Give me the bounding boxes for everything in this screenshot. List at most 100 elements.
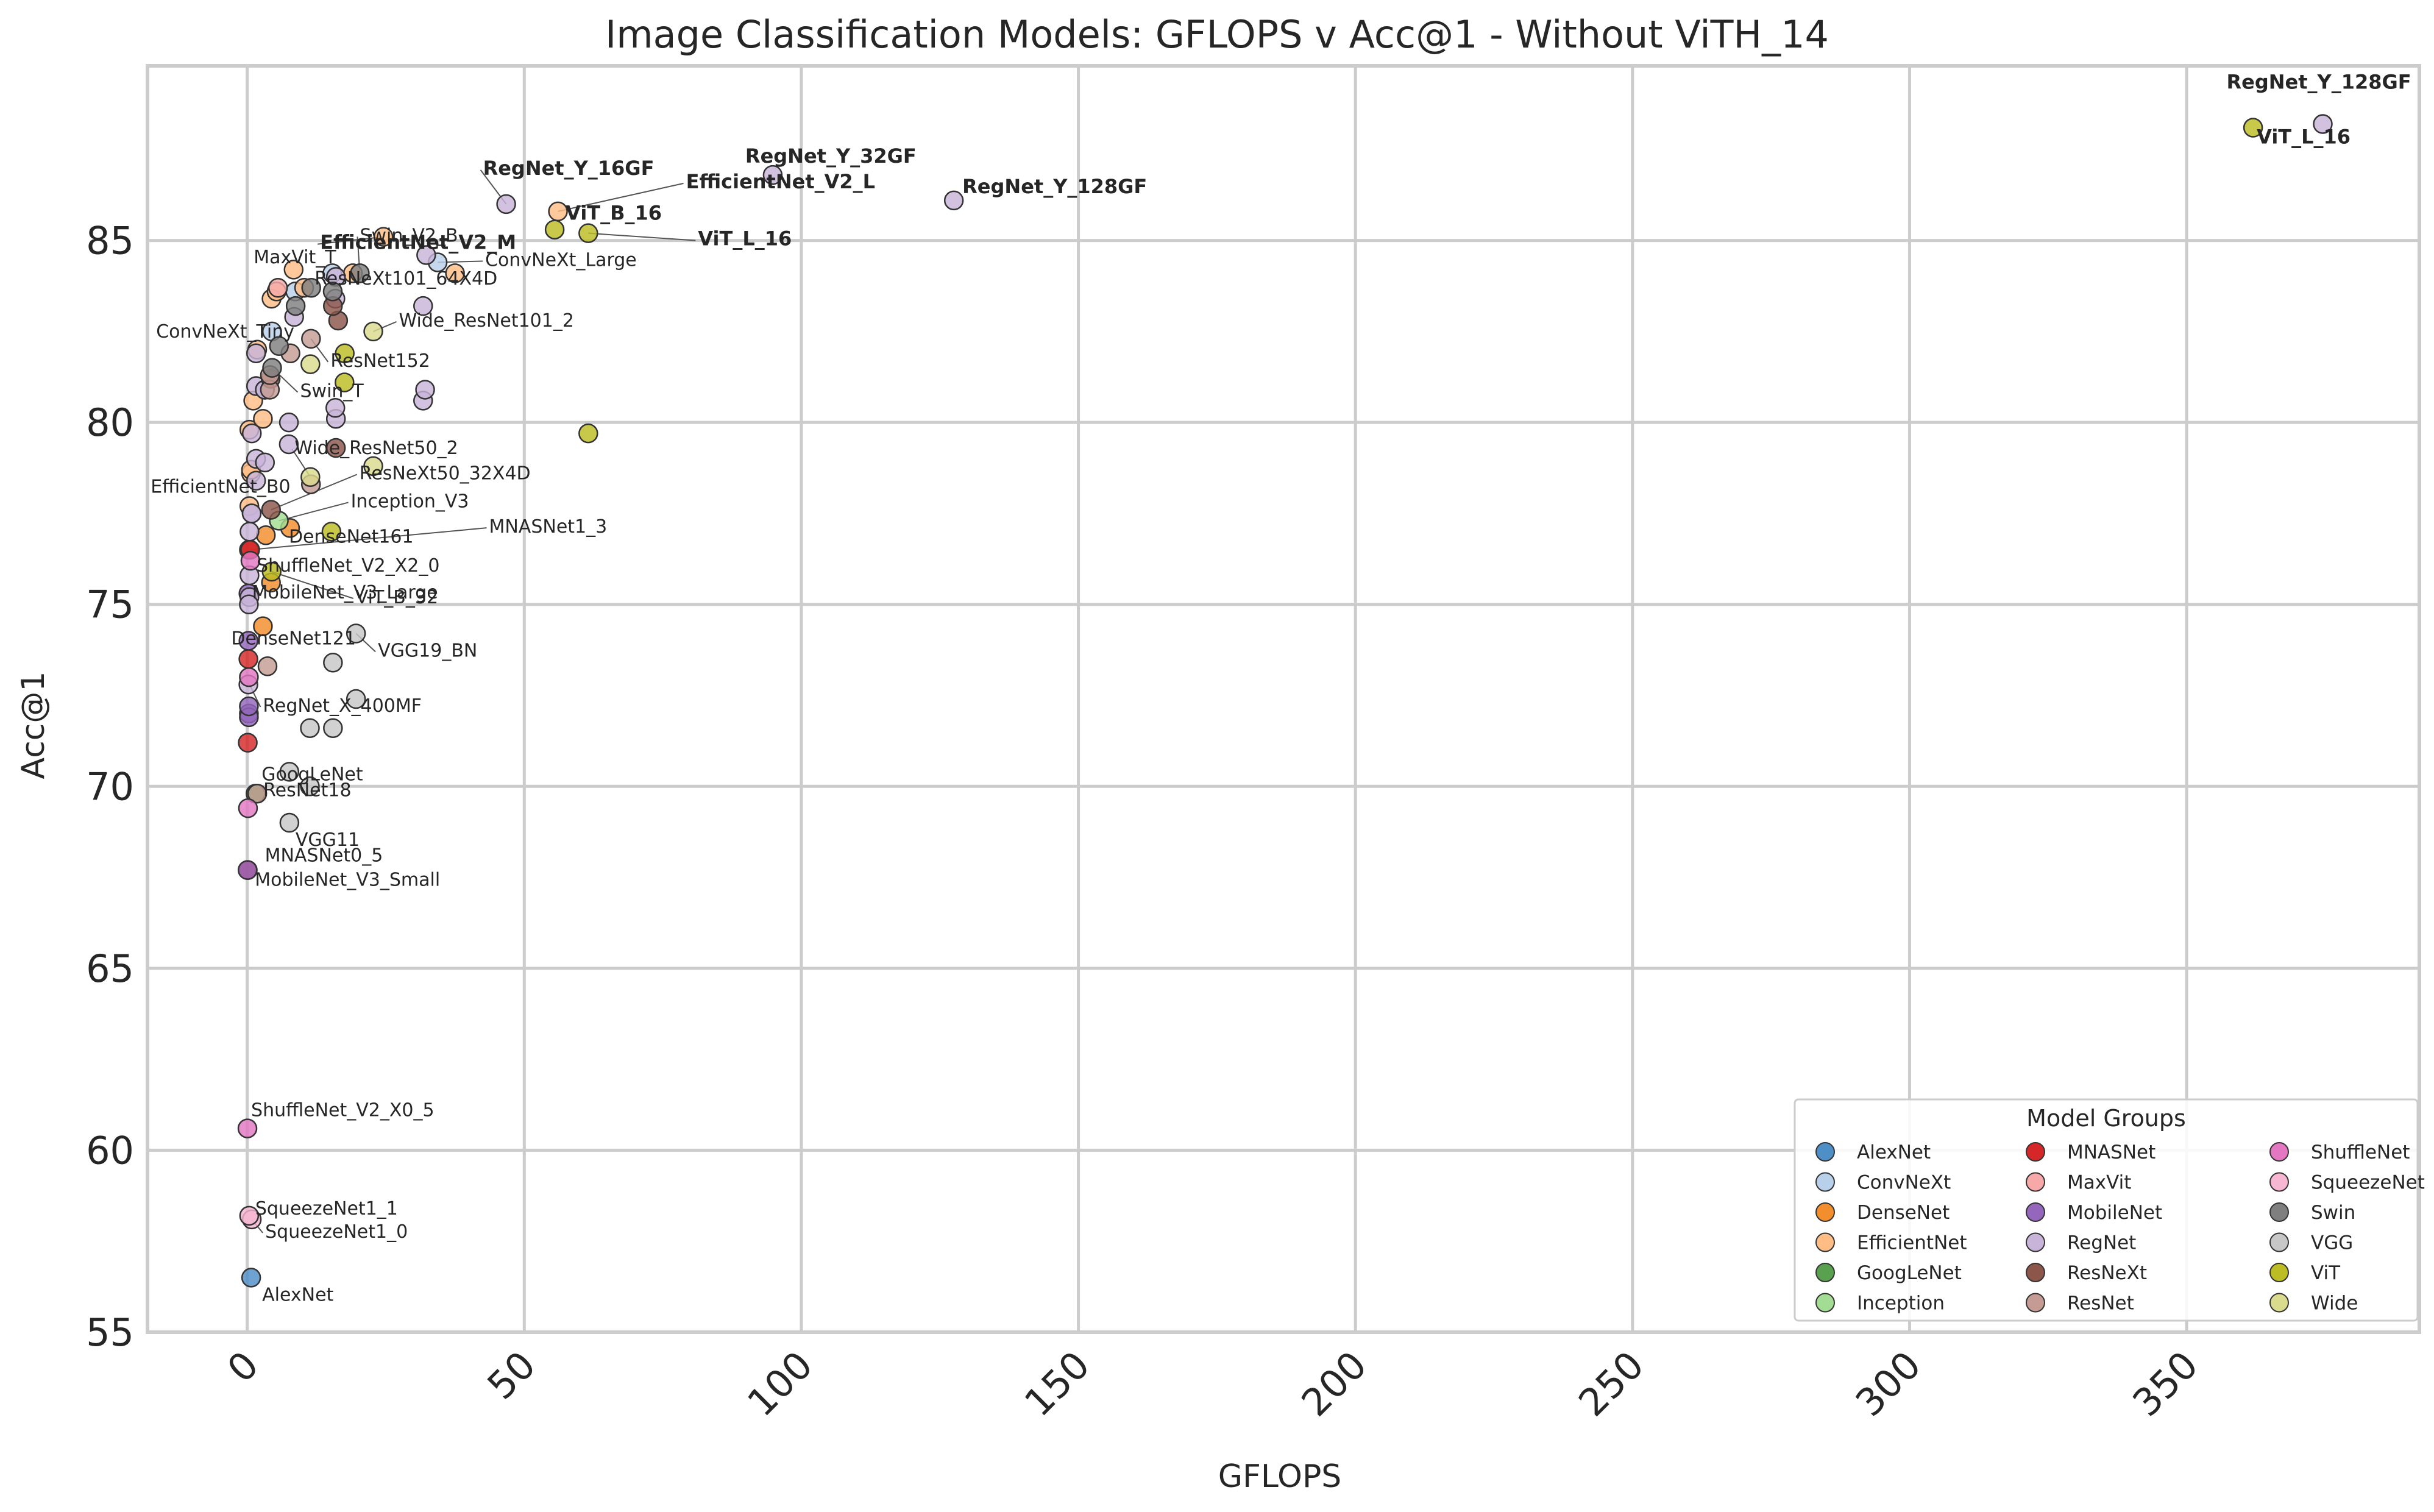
legend-marker-inception — [1815, 1293, 1835, 1313]
point-label: Swin_T — [300, 381, 364, 402]
data-point-regnet — [239, 522, 260, 542]
data-point-mnasnet — [238, 733, 258, 753]
legend-label-swin: Swin — [2311, 1202, 2355, 1224]
legend-marker-efficientnet — [1815, 1232, 1835, 1252]
point-label: RegNet_Y_128GF — [2227, 71, 2411, 94]
data-point-regnet — [246, 343, 266, 363]
legend-label-densenet: DenseNet — [1857, 1202, 1950, 1224]
data-point-vgg — [323, 653, 343, 673]
data-point-vgg — [279, 812, 300, 833]
data-point-wide — [300, 467, 321, 488]
plot-frame — [146, 64, 2421, 1334]
data-point-regnet — [762, 165, 783, 185]
data-point-mobilenet — [237, 860, 258, 880]
legend-label-vit: ViT — [2311, 1262, 2341, 1284]
data-point-wide — [300, 354, 321, 374]
point-label: RegNet_Y_128GF — [962, 175, 1147, 198]
legend: Model Groups AlexNet ConvNeXt DenseNet Effi… — [1794, 1098, 2425, 1322]
legend-label-googlenet: GoogLeNet — [1857, 1262, 1962, 1284]
data-point-regnet — [416, 245, 436, 265]
data-point-regnet — [255, 452, 275, 473]
data-point-vgg — [323, 718, 343, 739]
x-axis-label: GFLOPS — [1218, 1458, 1342, 1495]
data-point-vit — [2243, 118, 2263, 138]
point-label: Wide_ResNet50_2 — [294, 438, 458, 459]
data-point-regnet — [2313, 114, 2333, 134]
data-point-vit — [261, 561, 282, 582]
y-tick-label: 80 — [86, 400, 134, 445]
legend-title: Model Groups — [2026, 1105, 2186, 1132]
data-point-regnet — [279, 412, 299, 433]
point-label: EfficientNet_V2_M — [320, 231, 516, 254]
data-point-efficientnet — [283, 260, 304, 280]
data-point-resnext — [261, 500, 282, 520]
data-point-swin — [322, 281, 343, 302]
data-point-swin — [350, 263, 370, 283]
data-point-vit — [321, 522, 342, 542]
point-label: MobileNet_V3_Large — [252, 582, 438, 603]
legend-label-maxvit: MaxVit — [2067, 1172, 2131, 1194]
chart-title: Image Classification Models: GFLOPS v Ac… — [605, 12, 1829, 57]
legend-marker-resnext — [2026, 1263, 2045, 1282]
legend-label-efficientnet: EfficientNet — [1857, 1232, 1967, 1254]
point-label: ViT_L_16 — [698, 227, 792, 250]
point-label: MobileNet_V3_Small — [255, 870, 440, 891]
point-label: ViT_L_16 — [2257, 126, 2351, 149]
point-label: ShuffleNet_V2_X2_0 — [257, 555, 440, 577]
data-points — [237, 114, 2333, 1288]
legend-marker-alexnet — [1815, 1142, 1835, 1162]
legend-label-shufflenet: ShuffleNet — [2311, 1141, 2410, 1163]
data-point-swin — [301, 277, 321, 298]
point-label: Wide_ResNet101_2 — [399, 310, 574, 332]
point-label: VGG11 — [296, 829, 360, 851]
point-label: MNASNet1_3 — [489, 516, 607, 538]
legend-items: AlexNet ConvNeXt DenseNet EfficientNet GoogL… — [1815, 1141, 2425, 1315]
legend-label-mobilenet: MobileNet — [2067, 1202, 2162, 1224]
data-point-efficientnet — [445, 263, 465, 283]
data-point-wide — [363, 456, 383, 477]
point-label: RegNet_Y_16GF — [483, 157, 655, 180]
data-point-vgg — [300, 718, 320, 739]
legend-marker-squeezenet — [2269, 1172, 2289, 1192]
point-label: Inception_V3 — [351, 491, 469, 512]
data-point-shufflenet — [238, 798, 258, 818]
legend-marker-mnasnet — [2026, 1142, 2045, 1162]
data-point-efficientnet — [373, 227, 394, 247]
annotation-leader — [250, 527, 487, 551]
data-point-mnasnet — [238, 649, 258, 669]
legend-label-convnext: ConvNeXt — [1857, 1172, 1951, 1194]
data-point-vit — [578, 223, 598, 243]
data-point-resnext — [325, 438, 346, 458]
data-point-shufflenet — [239, 667, 259, 687]
data-point-regnet — [325, 398, 346, 418]
legend-marker-resnet — [2026, 1293, 2045, 1313]
annotation-leader — [558, 182, 684, 212]
data-point-swin — [262, 358, 282, 378]
y-axis-label: Acc@1 — [15, 672, 52, 779]
legend-marker-googlenet — [1815, 1263, 1835, 1282]
legend-marker-shufflenet — [2269, 1142, 2289, 1162]
y-tick-label: 65 — [86, 946, 134, 991]
data-point-vit — [335, 372, 355, 392]
point-label: AlexNet — [262, 1284, 333, 1305]
point-label: Swin_V2_B — [360, 225, 458, 246]
data-point-shufflenet — [237, 1118, 258, 1138]
data-point-mobilenet — [238, 631, 258, 651]
point-label: ViT_B_32 — [356, 587, 438, 608]
point-label: RegNet_Y_32GF — [745, 144, 917, 168]
data-point-densenet — [255, 525, 276, 545]
point-label: EfficientNet_B0 — [151, 477, 290, 498]
point-label: ResNeXt101_64X4D — [314, 268, 497, 289]
y-tick-label: 70 — [86, 764, 134, 809]
y-tick-label: 60 — [86, 1128, 134, 1173]
legend-box — [1794, 1098, 2419, 1322]
data-point-densenet — [253, 616, 273, 636]
legend-marker-vgg — [2269, 1232, 2289, 1252]
point-label: SqueezeNet1_1 — [255, 1198, 398, 1219]
legend-label-regnet: RegNet — [2067, 1232, 2136, 1254]
y-tick-label: 85 — [86, 219, 134, 263]
legend-label-resnext: ResNeXt — [2067, 1262, 2147, 1284]
point-label: GoogLeNet — [261, 764, 363, 785]
data-point-regnet — [239, 594, 259, 614]
